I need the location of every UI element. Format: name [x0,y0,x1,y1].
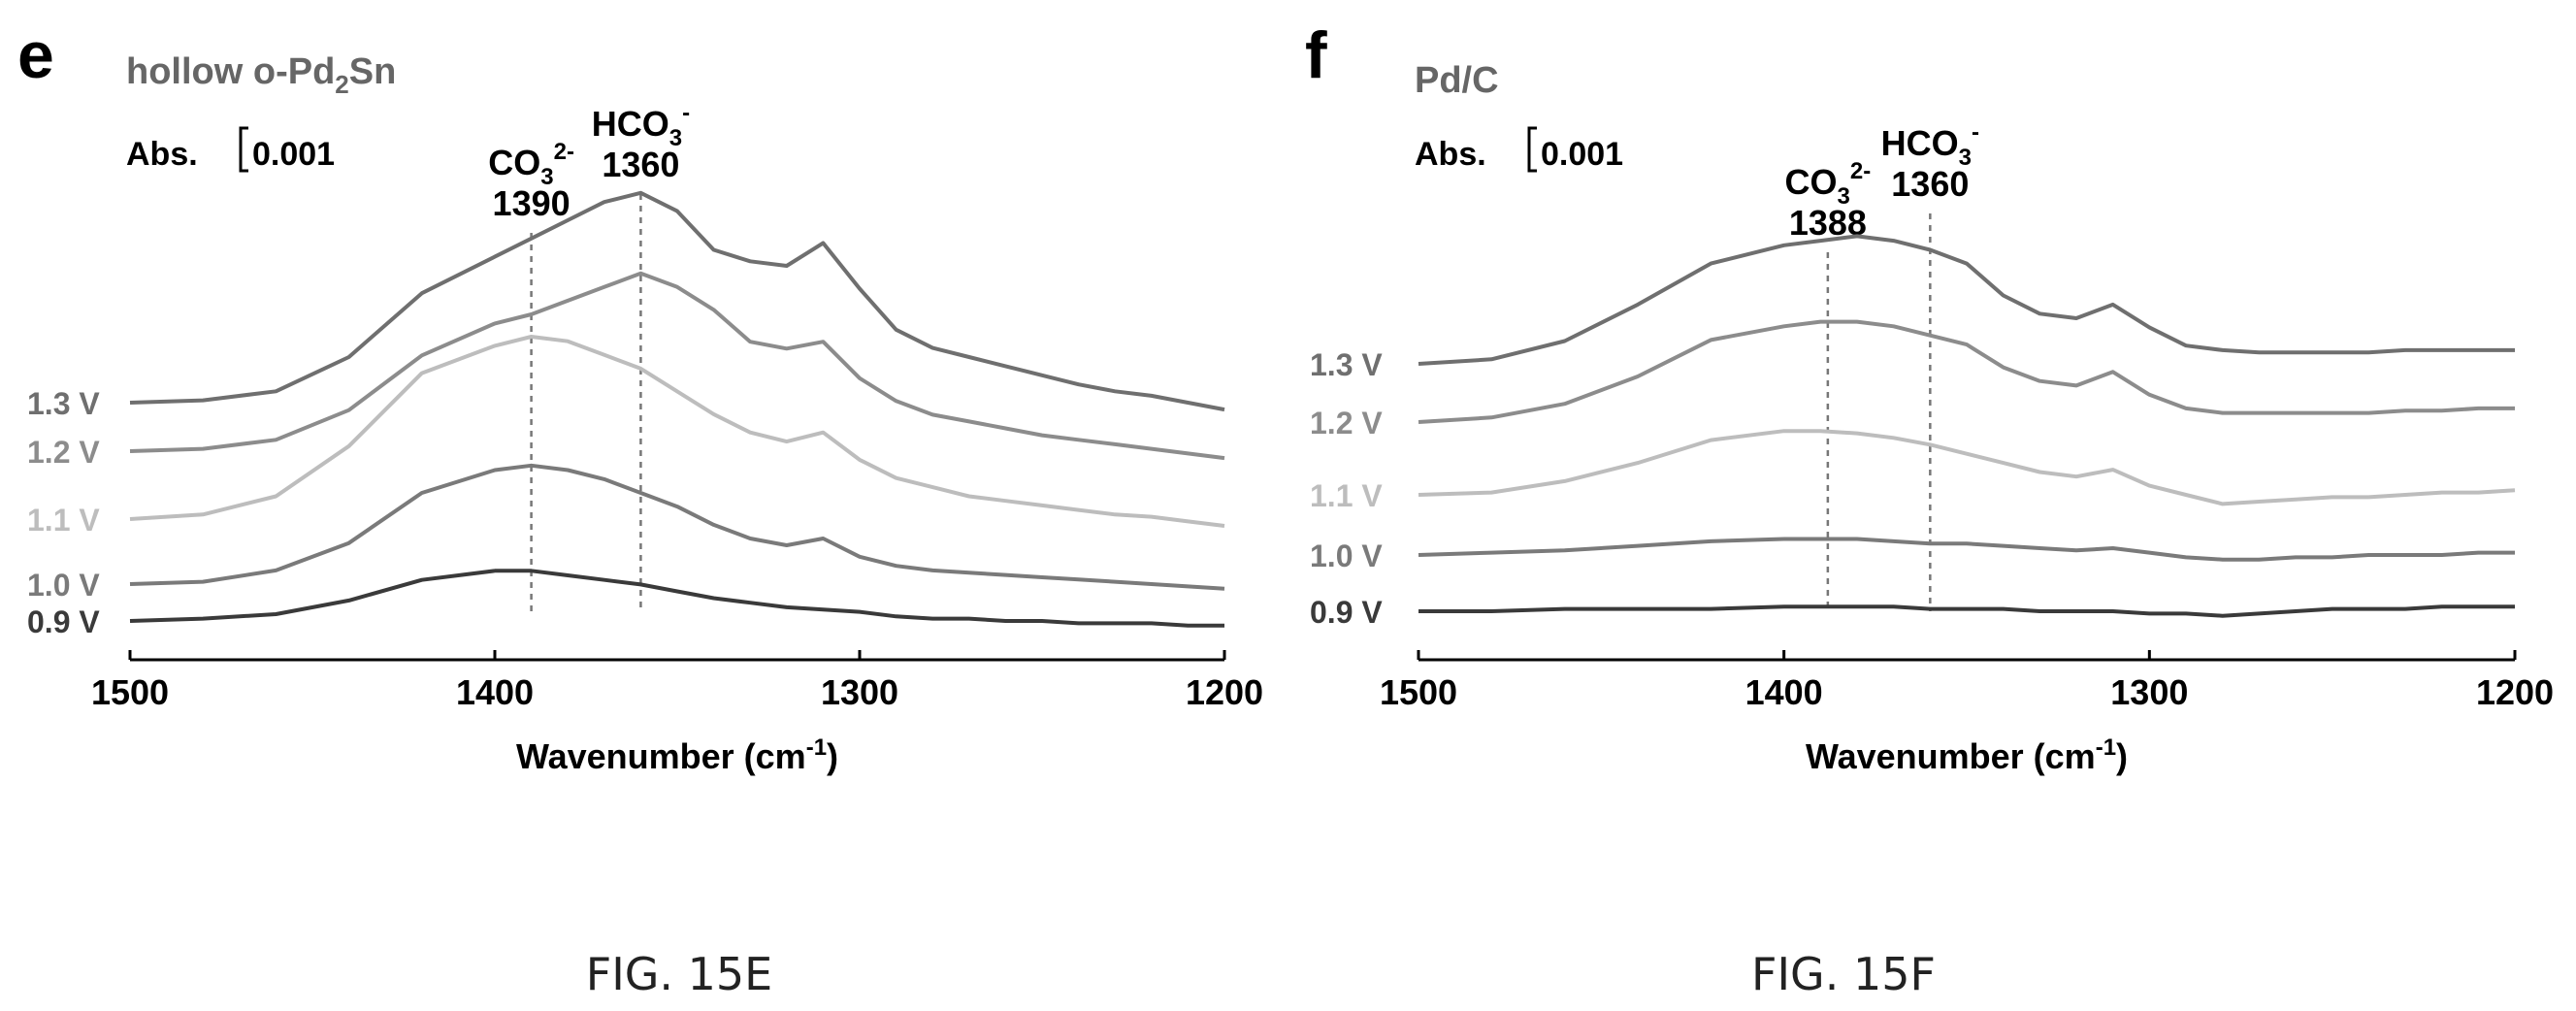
potential-label: 0.9 V [1310,595,1383,630]
spectrum-trace [1418,537,2515,562]
spectrum-trace [129,190,1225,412]
x-tick-label: 1500 [1380,672,1457,712]
panel-e: e hollow o-Pd2Sn Abs. 0.001 1500 1400 1300 1200… [17,18,1263,776]
peak-value-label: 1360 [1891,164,1969,204]
potential-label: 1.0 V [27,568,100,603]
potential-label: 1.3 V [1310,347,1383,382]
abs-scale-value: 0.001 [1541,136,1623,173]
peak-species-label: HCO3- [592,100,690,151]
abs-scale-label: Abs. [1415,136,1486,173]
peak-species-label: CO32- [1785,158,1872,210]
panel-letter: e [17,18,54,92]
spectrum-trace [129,569,1224,628]
potential-label: 0.9 V [27,604,100,639]
potential-label: 1.3 V [27,386,100,421]
x-axis-title: Wavenumber (cm-1) [516,734,838,776]
panel-title: Pd/C [1415,60,1499,101]
panel-f: f Pd/C Abs. 0.001 1500 1400 1300 1200 Wavenumber… [1305,18,2554,776]
abs-scale-bar [239,126,248,173]
x-tick-label: 1400 [1745,672,1823,712]
spectrum-trace [1418,234,2515,366]
spectrum-trace [129,463,1225,591]
spectrum-trace [129,335,1225,528]
x-axis-title: Wavenumber (cm-1) [1806,734,2128,776]
potential-label: 1.2 V [27,435,100,470]
potential-label: 1.2 V [1310,406,1383,440]
abs-scale-label: Abs. [126,136,198,173]
spectrum-trace [1418,319,2515,424]
peak-species-label: HCO3- [1881,119,1979,171]
x-tick-label: 1300 [821,672,898,712]
panel-letter: f [1305,18,1327,92]
figure-caption-f: FIG. 15F [1751,948,1936,1000]
x-tick-label: 1200 [1186,672,1263,712]
panel-title: hollow o-Pd2Sn [126,51,396,99]
spectrum-trace [129,271,1225,461]
x-tick-label: 1400 [456,672,534,712]
peak-species-label: CO32- [488,139,574,190]
potential-label: 1.1 V [27,503,100,538]
spectrum-trace [1418,429,2516,506]
potential-label: 1.1 V [1310,478,1383,513]
x-tick-label: 1300 [2110,672,2188,712]
potential-label: 1.0 V [1310,538,1383,573]
peak-value-label: 1360 [602,145,679,184]
abs-scale-value: 0.001 [252,136,335,173]
abs-scale-bar [1527,126,1537,173]
figure-caption-e: FIG. 15E [586,948,773,1000]
spectrum-trace [1418,604,2515,618]
peak-value-label: 1390 [493,183,571,223]
x-tick-label: 1500 [91,672,169,712]
x-tick-label: 1200 [2476,672,2554,712]
